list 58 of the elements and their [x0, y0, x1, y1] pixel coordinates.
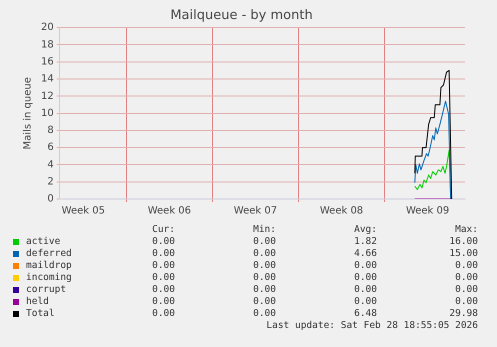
legend-label: maildrop	[26, 260, 72, 271]
text: Cur:	[151, 224, 175, 235]
y-tick-label: 14	[40, 74, 54, 85]
y-tick-label: 10	[40, 108, 54, 119]
text: Min:	[252, 224, 276, 235]
text: 0.00	[252, 308, 276, 319]
text: 4.66	[353, 248, 377, 259]
legend-label: corrupt	[26, 284, 66, 295]
text: 0.00	[454, 272, 478, 283]
text: Avg:	[353, 224, 377, 235]
text: 0.00	[353, 260, 377, 271]
y-tick-label: 6	[47, 142, 54, 154]
text: 29.98	[448, 308, 478, 319]
text: 0.00	[151, 296, 175, 307]
text: 0.00	[151, 284, 175, 295]
y-tick-label: 0	[47, 194, 54, 205]
y-axis-title: Mails in queue	[22, 77, 34, 150]
text: 0.00	[454, 284, 478, 295]
text: 0.00	[151, 272, 175, 283]
text: 0.00	[454, 296, 478, 307]
text: 0.00	[252, 260, 276, 271]
x-tick-label: Week 06	[148, 206, 192, 217]
y-tick-label: 20	[40, 22, 54, 34]
x-tick-label: Week 05	[62, 206, 105, 217]
y-tick-label: 8	[47, 125, 54, 136]
legend-label: Total	[26, 308, 55, 319]
text: 0.00	[151, 236, 175, 247]
x-tick-label: Week 07	[234, 206, 278, 217]
x-tick-label: Week 08	[320, 206, 364, 217]
y-tick-label: 12	[40, 90, 54, 102]
legend-label: held	[26, 296, 49, 307]
text: 0.00	[252, 236, 276, 247]
text: 0.00	[353, 272, 377, 283]
y-tick-label: 2	[47, 176, 54, 188]
text: 0.00	[151, 260, 175, 271]
text: 6.48	[353, 308, 377, 319]
legend-label: incoming	[26, 272, 72, 283]
text: 0.00	[252, 296, 276, 307]
text: Max:	[454, 224, 478, 235]
text: 0.00	[151, 248, 175, 259]
text: 0.00	[353, 296, 377, 307]
text: 0.00	[252, 248, 276, 259]
text: 16.00	[448, 236, 478, 247]
chart-title: Mailqueue - by month	[170, 8, 313, 24]
text: Last update: Sat Feb 28 18:55:05 2026	[266, 320, 478, 331]
y-tick-label: 4	[47, 159, 54, 170]
text: 0.00	[252, 272, 276, 283]
text: 15.00	[448, 248, 478, 259]
y-tick-label: 18	[40, 39, 54, 50]
text: 0.00	[454, 260, 478, 271]
x-tick-label: Week 09	[406, 206, 450, 217]
y-tick-label: 16	[40, 56, 54, 68]
text: 0.00	[252, 284, 276, 295]
legend-label: deferred	[26, 248, 72, 259]
legend-label: active	[26, 236, 60, 247]
text: 1.82	[353, 236, 377, 247]
text: 0.00	[151, 308, 175, 319]
text: 0.00	[353, 284, 377, 295]
